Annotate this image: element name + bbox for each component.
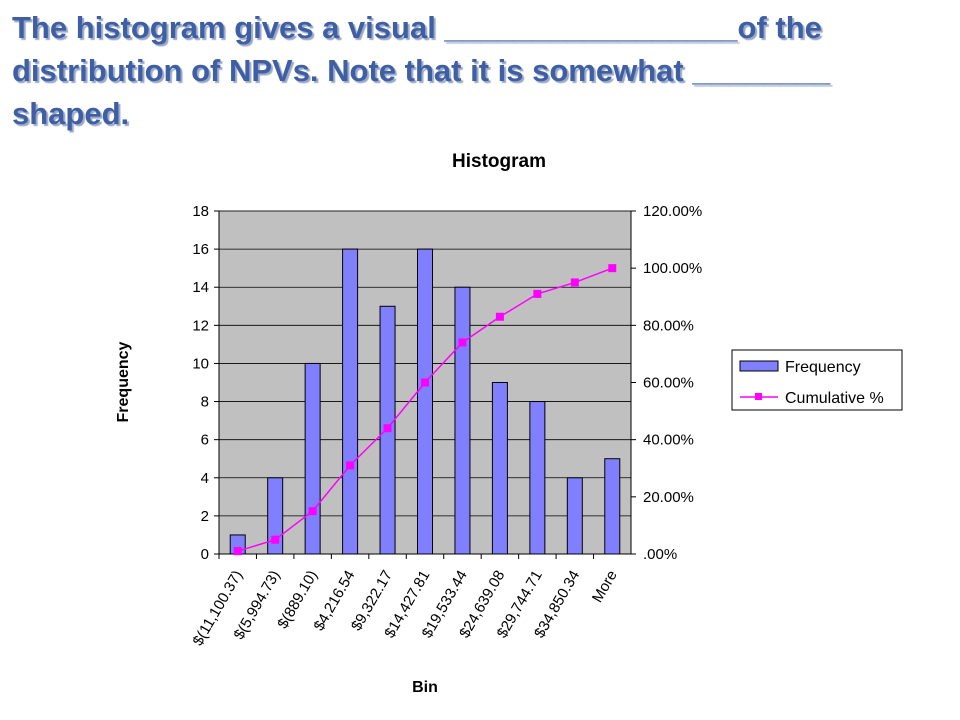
- cumulative-point: [383, 424, 392, 433]
- legend-cumulative-marker: [755, 393, 762, 400]
- y2-tick-label: .00%: [643, 546, 677, 563]
- cumulative-point: [233, 547, 242, 556]
- cumulative-point: [271, 535, 280, 544]
- frequency-bar: [604, 458, 621, 555]
- cumulative-point: [346, 461, 355, 470]
- legend-frequency-label: Frequency: [785, 359, 861, 376]
- y-axis-title: Frequency: [115, 341, 132, 422]
- x-tick-label: More: [589, 568, 621, 606]
- cumulative-point: [533, 289, 542, 298]
- y-tick-label: 18: [192, 203, 209, 220]
- cumulative-point: [421, 378, 429, 387]
- frequency-bar: [454, 286, 471, 555]
- y-tick-label: 16: [192, 241, 209, 258]
- frequency-bar: [491, 382, 508, 555]
- y2-tick-label: 120.00%: [643, 203, 702, 220]
- y2-tick-label: 60.00%: [643, 375, 694, 392]
- legend-cumulative-label: Cumulative %: [785, 390, 884, 407]
- cumulative-point: [608, 264, 617, 273]
- y-tick-label: 10: [192, 355, 209, 372]
- y2-tick-label: 100.00%: [643, 260, 702, 277]
- y-tick-label: 8: [201, 394, 209, 411]
- cumulative-point: [495, 312, 504, 321]
- slide-heading: The histogram gives a visual ___________…: [12, 10, 831, 131]
- y-tick-label: 4: [201, 470, 209, 487]
- frequency-bar: [304, 362, 321, 555]
- y2-tick-label: 80.00%: [643, 317, 694, 334]
- x-axis-title: Bin: [412, 679, 438, 696]
- y-tick-label: 12: [192, 317, 209, 334]
- y2-tick-label: 40.00%: [643, 432, 694, 449]
- cumulative-point: [308, 507, 317, 516]
- frequency-bar: [267, 477, 284, 555]
- legend: Frequency Cumulative %: [731, 349, 903, 411]
- cumulative-point: [570, 278, 579, 287]
- frequency-bar: [529, 401, 546, 555]
- y-tick-label: 6: [201, 432, 209, 449]
- y-tick-label: 0: [201, 546, 209, 563]
- y-tick-label: 14: [192, 279, 209, 296]
- y-tick-label: 2: [201, 508, 209, 525]
- y2-tick-label: 20.00%: [643, 489, 694, 506]
- frequency-bar: [566, 477, 583, 555]
- frequency-bar: [417, 248, 433, 555]
- plot-area: 0 2 4 6 8 10 12 14 16 18 .00% 20.00% 40.00% 60.00% 80.…: [189, 203, 702, 649]
- cumulative-point: [458, 338, 467, 347]
- chart-title: Histogram: [452, 151, 546, 172]
- legend-frequency-swatch: [739, 360, 779, 372]
- frequency-bar: [342, 248, 359, 555]
